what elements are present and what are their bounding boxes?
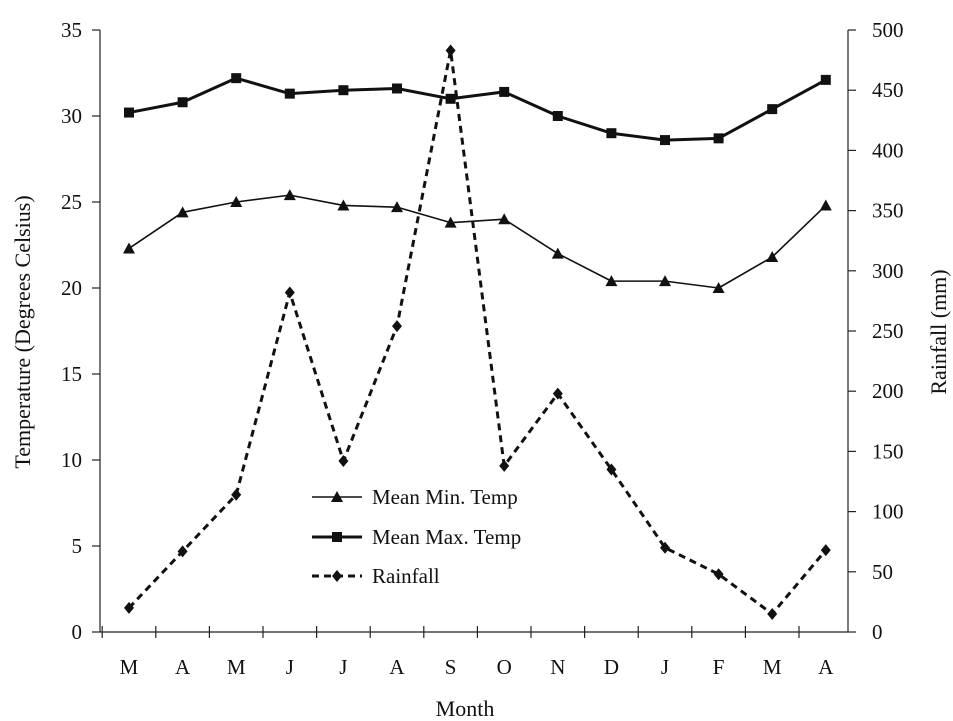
- left-tick-label: 10: [61, 448, 82, 472]
- mean-max-temp-series: [124, 73, 831, 146]
- x-tick-label: O: [497, 655, 512, 679]
- right-tick-label: 500: [872, 18, 904, 42]
- mean-max-temp-point: [713, 133, 724, 144]
- x-tick-label: J: [286, 655, 294, 679]
- right-tick-label: 0: [872, 620, 883, 644]
- legend-label: Mean Max. Temp: [372, 525, 521, 549]
- x-tick-label: D: [604, 655, 619, 679]
- rainfall-point: [767, 607, 778, 620]
- x-axis-title: Month: [436, 696, 495, 721]
- rainfall-point: [338, 455, 349, 468]
- legend-label: Rainfall: [372, 564, 440, 588]
- left-axis-title: Temperature (Degrees Celsius): [10, 195, 35, 468]
- mean-min-temp-point: [605, 275, 618, 287]
- mean-min-temp-point: [391, 201, 403, 213]
- x-tick-label: F: [713, 655, 725, 679]
- x-tick-label: A: [175, 655, 191, 679]
- mean-max-temp-point: [767, 104, 778, 115]
- rainfall-line: [127, 48, 827, 616]
- mean-max-temp-point: [392, 83, 402, 94]
- mean-max-temp-line: [128, 76, 827, 142]
- right-tick-label: 200: [872, 379, 904, 403]
- rainfall-point: [713, 568, 724, 581]
- x-tick-label: A: [818, 655, 834, 679]
- legend: Mean Min. Temp Mean Max. Temp Rainfall: [312, 485, 521, 588]
- mean-max-temp-point: [660, 135, 670, 146]
- rainfall-point: [231, 488, 242, 501]
- mean-max-temp-point: [606, 128, 617, 139]
- rainfall-point: [552, 387, 563, 400]
- x-tick-label: N: [550, 655, 565, 679]
- legend-marker: [331, 491, 343, 502]
- right-axis-ticks: 0 50 100 150 200 250 300 350 400 450 500: [848, 18, 904, 644]
- rainfall-point: [499, 459, 510, 472]
- mean-max-temp-point: [820, 74, 831, 85]
- x-tick-label: A: [389, 655, 405, 679]
- rainfall-point: [606, 463, 617, 476]
- x-tick-label: J: [339, 655, 347, 679]
- mean-min-temp-point: [123, 242, 135, 254]
- right-tick-label: 250: [872, 319, 904, 343]
- legend-marker: [332, 570, 342, 582]
- mean-max-temp-point: [284, 88, 295, 99]
- left-tick-label: 35: [61, 18, 82, 42]
- mean-min-temp-point: [712, 282, 725, 293]
- right-axis-title: Rainfall (mm): [926, 269, 951, 394]
- x-tick-label: S: [445, 655, 457, 679]
- mean-min-temp-point: [337, 199, 350, 211]
- mean-min-temp-point: [498, 213, 511, 225]
- mean-min-temp-point: [551, 247, 564, 259]
- mean-min-temp-point: [766, 251, 779, 263]
- legend-marker: [332, 532, 342, 542]
- x-tick-label: M: [763, 655, 782, 679]
- mean-min-temp-series: [123, 189, 832, 293]
- rainfall-point: [392, 320, 402, 333]
- right-tick-label: 150: [872, 439, 904, 463]
- legend-item-rainfall: Rainfall: [312, 564, 440, 588]
- right-tick-label: 50: [872, 560, 893, 584]
- mean-min-temp-point: [819, 199, 832, 211]
- mean-min-temp-point: [444, 216, 457, 228]
- legend-item-mean-max-temp: Mean Max. Temp: [312, 525, 521, 549]
- mean-min-temp-point: [176, 206, 189, 218]
- right-tick-label: 300: [872, 259, 904, 283]
- series-layer: [123, 44, 832, 620]
- right-tick-label: 350: [872, 199, 904, 223]
- mean-min-temp-point: [230, 196, 243, 207]
- mean-max-temp-point: [499, 86, 510, 97]
- left-tick-label: 0: [72, 620, 83, 644]
- mean-max-temp-point: [177, 97, 188, 108]
- left-tick-label: 15: [61, 362, 82, 386]
- rainfall-point: [124, 601, 134, 614]
- mean-min-temp-point: [283, 189, 296, 201]
- mean-max-temp-point: [231, 73, 242, 84]
- mean-max-temp-point: [445, 93, 456, 104]
- x-tick-label: M: [227, 655, 246, 679]
- mean-max-temp-point: [338, 85, 349, 96]
- right-tick-label: 450: [872, 78, 904, 102]
- mean-max-temp-point: [552, 111, 563, 121]
- right-tick-label: 100: [872, 500, 904, 524]
- x-tick-label: M: [120, 655, 139, 679]
- legend-label: Mean Min. Temp: [372, 485, 518, 509]
- legend-item-mean-min-temp: Mean Min. Temp: [312, 485, 518, 509]
- rainfall-point: [284, 286, 295, 299]
- left-tick-label: 25: [61, 190, 82, 214]
- rainfall-point: [445, 44, 456, 57]
- right-tick-label: 400: [872, 138, 904, 162]
- mean-min-temp-line: [128, 194, 827, 289]
- left-tick-label: 30: [61, 104, 82, 128]
- left-axis-ticks: 0 5 10 15 20 25 30 35: [61, 18, 100, 644]
- mean-min-temp-point: [659, 275, 671, 287]
- x-tick-label: J: [661, 655, 669, 679]
- left-tick-label: 20: [61, 276, 82, 300]
- mean-max-temp-point: [124, 107, 134, 118]
- rainfall-point: [177, 545, 188, 558]
- left-tick-label: 5: [72, 534, 83, 558]
- rainfall-point: [820, 544, 831, 557]
- rainfall-series: [124, 44, 831, 620]
- rainfall-point: [660, 541, 670, 554]
